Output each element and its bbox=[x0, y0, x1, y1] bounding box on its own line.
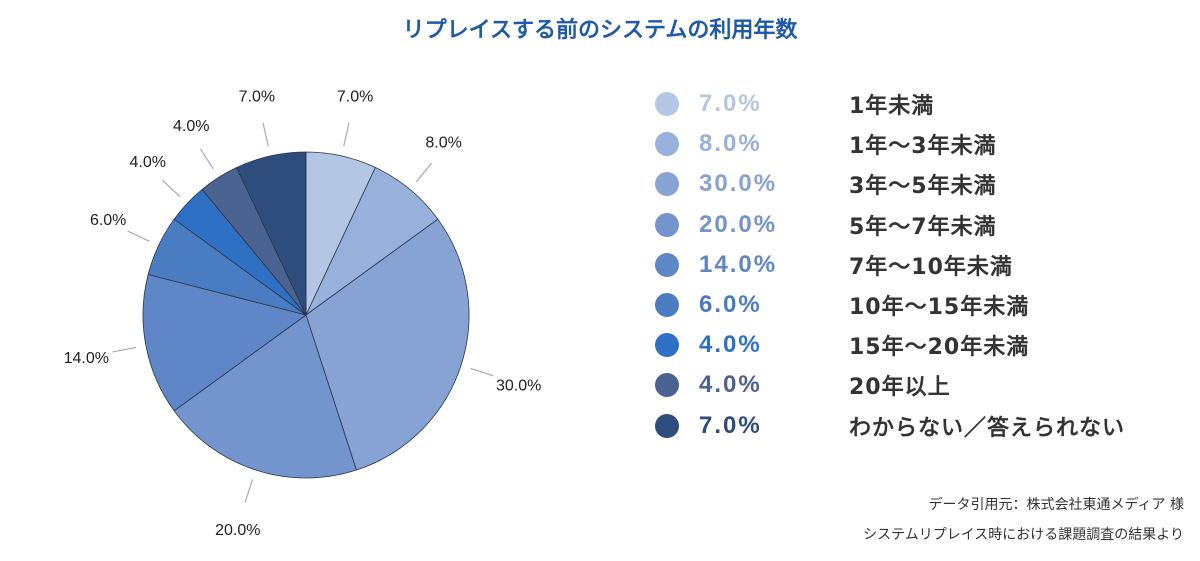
leader-line-6 bbox=[127, 230, 150, 242]
legend-item: 4.0% 20年以上 bbox=[655, 365, 1195, 405]
slice-label-7: 4.0% bbox=[130, 154, 166, 171]
legend-swatch bbox=[655, 252, 679, 277]
slice-label-5: 14.0% bbox=[64, 350, 109, 367]
legend-item: 7.0% わからない／答えられない bbox=[655, 406, 1195, 446]
pie-chart: 7.0% 8.0% 30.0% 20.0% 14.0% 6.0% 4.0% 4.0% 7.0% bbox=[64, 88, 542, 539]
legend-percent: 30.0% bbox=[699, 170, 778, 198]
legend-item: 20.0% 5年〜7年未満 bbox=[655, 205, 1195, 245]
legend-category: 5年〜7年未満 bbox=[849, 214, 997, 240]
source-line-1: データ引用元：株式会社東通メディア 様 bbox=[928, 497, 1184, 513]
slice-label-9: 7.0% bbox=[239, 88, 275, 105]
pie-slice-5 bbox=[142, 273, 307, 412]
pie-slice-4 bbox=[173, 314, 357, 479]
leader-line-2 bbox=[415, 162, 433, 183]
legend-category: わからない／答えられない bbox=[849, 415, 1126, 441]
legend-item: 8.0% 1年〜3年未満 bbox=[655, 124, 1195, 164]
legend-percent: 8.0% bbox=[699, 130, 762, 158]
legend-item: 7.0% 1年未満 bbox=[655, 84, 1195, 124]
source-note: データ引用元：株式会社東通メディア 様 システムリプレイス時における課題調査の結… bbox=[863, 490, 1184, 550]
legend-percent: 7.0% bbox=[699, 90, 762, 118]
leader-line-3 bbox=[470, 367, 494, 377]
legend-item: 6.0% 10年〜15年未満 bbox=[655, 285, 1195, 325]
leader-line-1 bbox=[343, 122, 350, 147]
leader-line-5 bbox=[112, 346, 137, 353]
legend-category: 10年〜15年未満 bbox=[849, 295, 1030, 321]
legend-percent: 4.0% bbox=[699, 371, 762, 399]
legend-swatch bbox=[655, 132, 679, 157]
legend-category: 1年〜3年未満 bbox=[849, 134, 997, 160]
leader-line-9 bbox=[262, 122, 269, 147]
legend-swatch bbox=[655, 172, 679, 197]
legend-category: 15年〜20年未満 bbox=[849, 335, 1030, 361]
legend-category: 1年未満 bbox=[849, 94, 935, 120]
legend-percent: 14.0% bbox=[699, 250, 778, 278]
slice-label-2: 8.0% bbox=[425, 135, 461, 152]
source-line-2: システムリプレイス時における課題調査の結果より bbox=[863, 527, 1184, 543]
leader-line-7 bbox=[161, 179, 181, 198]
legend-swatch bbox=[655, 333, 679, 358]
legend-category: 3年〜5年未満 bbox=[849, 174, 997, 200]
leader-line-4 bbox=[244, 479, 254, 503]
leader-line-8 bbox=[199, 148, 214, 170]
legend-swatch bbox=[655, 373, 679, 398]
pie-slice-3 bbox=[305, 218, 470, 471]
legend-swatch bbox=[655, 413, 679, 438]
chart-title: リプレイスする前のシステムの利用年数 bbox=[402, 18, 798, 43]
slice-label-4: 20.0% bbox=[215, 522, 260, 539]
legend-swatch bbox=[655, 212, 679, 237]
legend-percent: 6.0% bbox=[699, 291, 762, 319]
slice-label-3: 30.0% bbox=[496, 378, 541, 395]
legend-item: 14.0% 7年〜10年未満 bbox=[655, 245, 1195, 285]
legend: 7.0% 1年未満 8.0% 1年〜3年未満 30.0% 3年〜5年未満 20.0% 5年〜7… bbox=[655, 84, 1195, 446]
slice-label-8: 4.0% bbox=[173, 118, 209, 135]
legend-percent: 4.0% bbox=[699, 331, 762, 359]
legend-item: 4.0% 15年〜20年未満 bbox=[655, 325, 1195, 365]
legend-swatch bbox=[655, 293, 679, 318]
legend-percent: 20.0% bbox=[699, 210, 778, 238]
legend-item: 30.0% 3年〜5年未満 bbox=[655, 164, 1195, 204]
slice-label-6: 6.0% bbox=[90, 212, 126, 229]
pie-slice-9 bbox=[236, 151, 307, 316]
legend-category: 7年〜10年未満 bbox=[849, 254, 1013, 280]
legend-percent: 7.0% bbox=[699, 411, 762, 439]
legend-swatch bbox=[655, 92, 679, 117]
legend-category: 20年以上 bbox=[849, 375, 951, 401]
slice-label-1: 7.0% bbox=[337, 88, 373, 105]
